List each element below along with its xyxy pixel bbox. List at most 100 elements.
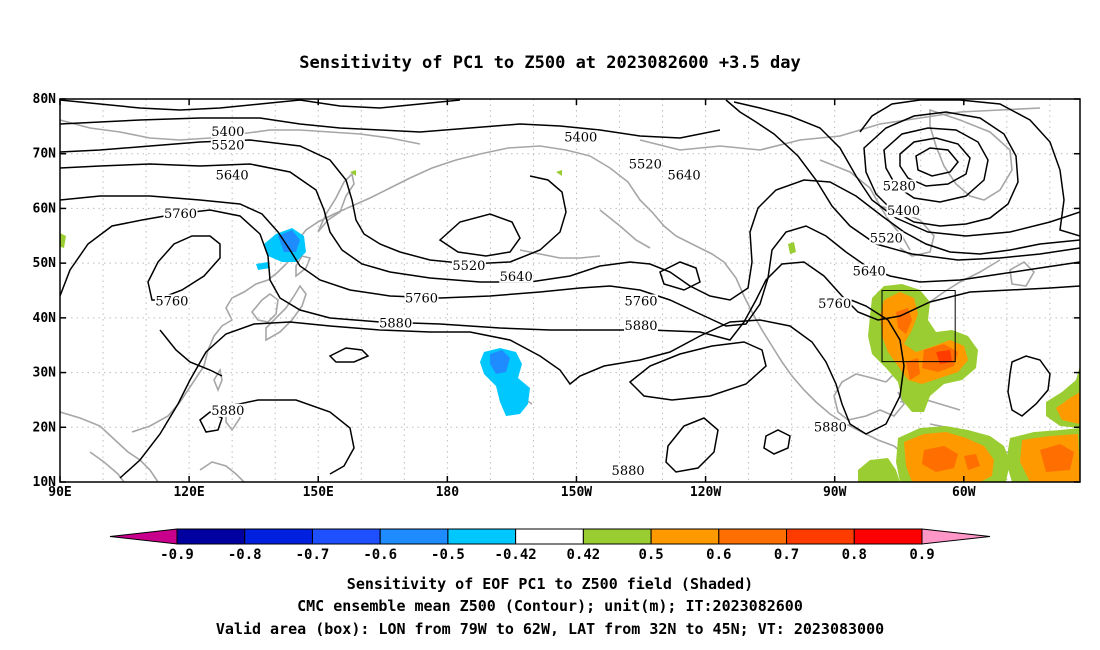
lat-tick-label: 20N — [33, 420, 57, 435]
contour-label: 5640 — [668, 169, 701, 184]
contour-label-bg — [667, 168, 702, 182]
longitude-labels: 90E 120E 150E 180 150W 120W 90W 60W — [48, 99, 976, 500]
lat-tick-label: 80N — [33, 92, 57, 107]
contour-label-bg — [886, 204, 921, 218]
colorbar-segment — [786, 528, 855, 545]
contour-label: 5280 — [883, 180, 916, 195]
contour-label: 5760 — [405, 292, 438, 307]
contour-label: 5640 — [500, 270, 533, 285]
contour-label-bg — [817, 297, 852, 311]
contour-label-bg — [163, 206, 198, 220]
contour-label: 5760 — [818, 297, 851, 312]
lon-tick-label: 60W — [952, 485, 976, 500]
colorbar-label: 0.9 — [909, 547, 934, 563]
map-title: Sensitivity of PC1 to Z500 at 2023082600… — [299, 53, 801, 73]
contour-label: 5520 — [870, 232, 903, 247]
colorbar-segment — [650, 528, 720, 545]
lat-tick-label: 10N — [33, 475, 57, 490]
colorbar-label: -0.7 — [296, 547, 330, 563]
lat-tick-label: 30N — [33, 366, 57, 381]
lat-tick-label: 70N — [33, 147, 57, 162]
contour-label-bg — [869, 231, 904, 245]
graticule — [60, 99, 1080, 482]
lat-tick-label: 40N — [33, 311, 57, 326]
sensitivity-shading — [60, 170, 1080, 482]
contour-label: 5760 — [164, 207, 197, 222]
contour-label: 5640 — [216, 169, 249, 184]
contour-label-bg — [852, 264, 887, 278]
contour-label-bg — [563, 130, 598, 144]
colorbar-label: -0.42 — [495, 547, 537, 563]
contour-label-bg — [404, 291, 439, 305]
caption-line-1: Sensitivity of EOF PC1 to Z500 field (Sh… — [347, 575, 753, 593]
contour-label-bg — [451, 258, 486, 272]
colorbar-high-triangle — [921, 528, 991, 545]
contour-label-bg — [628, 157, 663, 171]
contour-label: 5880 — [379, 316, 412, 331]
colorbar-segment — [582, 528, 652, 545]
contour-label-bg — [378, 316, 413, 330]
contour-label-bg — [611, 464, 646, 478]
lon-tick-label: 150E — [303, 485, 334, 500]
colorbar-segment — [853, 528, 923, 545]
colorbar-segment — [176, 528, 246, 545]
colorbar: -0.9 -0.8 -0.7 -0.6 -0.5 -0.42 0.42 0.5 0.6 0.7 0.… — [109, 528, 991, 563]
lat-tick-label: 50N — [33, 256, 57, 271]
map-frame — [59, 98, 1081, 483]
contour-label: 5880 — [624, 319, 657, 334]
lat-tick-label: 60N — [33, 201, 57, 216]
lon-tick-label: 90W — [823, 485, 847, 500]
colorbar-segment — [311, 528, 381, 545]
contour-label-bg — [882, 179, 917, 193]
colorbar-segment — [244, 528, 313, 545]
colorbar-label: -0.9 — [160, 547, 194, 563]
caption-line-3: Valid area (box): LON from 79W to 62W, L… — [216, 620, 884, 638]
contour-label: 5400 — [211, 125, 244, 140]
contour-label: 5520 — [452, 259, 485, 274]
colorbar-segment — [515, 528, 584, 545]
contour-label: 5520 — [629, 158, 662, 173]
colorbar-label: 0.8 — [842, 547, 867, 563]
contour-label-bg — [210, 138, 245, 152]
lon-tick-label: 180 — [436, 485, 460, 500]
colorbar-label: 0.5 — [638, 547, 663, 563]
map-area: 5400552056405760576058805400552056405760… — [60, 99, 1080, 482]
contour-label: 5880 — [814, 420, 847, 435]
latitude-labels: 80N 70N 60N 50N 40N 30N 20N 10N — [33, 92, 1080, 490]
colorbar-label: 0.6 — [706, 547, 731, 563]
colorbar-low-triangle — [109, 528, 178, 545]
coastlines — [60, 107, 1080, 482]
valid-area-box — [881, 290, 956, 363]
contour-label-bg — [499, 269, 534, 283]
contour-label-bg — [210, 124, 245, 138]
colorbar-label: -0.6 — [363, 547, 397, 563]
contour-label-bg — [813, 420, 848, 434]
contour-label-bg — [215, 168, 250, 182]
contour-labels: 5400552056405760576058805400552056405760… — [154, 124, 921, 479]
lon-tick-label: 120E — [173, 485, 204, 500]
contour-label: 5880 — [211, 404, 244, 419]
z500-contours — [60, 99, 1080, 479]
colorbar-label: -0.8 — [228, 547, 262, 563]
colorbar-label: 0.7 — [774, 547, 799, 563]
lon-tick-label: 90E — [48, 485, 71, 500]
contour-label: 5520 — [211, 139, 244, 154]
contour-label-bg — [624, 319, 659, 333]
caption-line-2: CMC ensemble mean Z500 (Contour); unit(m… — [297, 597, 803, 615]
contour-label: 5400 — [564, 130, 597, 145]
contour-label-bg — [210, 403, 245, 417]
colorbar-label: 0.42 — [567, 547, 601, 563]
colorbar-segment — [447, 528, 517, 545]
contour-label-bg — [624, 294, 659, 308]
contour-label: 5760 — [624, 294, 657, 309]
contour-label: 5400 — [887, 204, 920, 219]
contour-label-bg — [154, 294, 189, 308]
contour-label: 5640 — [853, 264, 886, 279]
colorbar-label: -0.5 — [431, 547, 465, 563]
colorbar-segment — [379, 528, 449, 545]
lon-tick-label: 150W — [561, 485, 592, 500]
colorbar-segment — [718, 528, 788, 545]
lon-tick-label: 120W — [690, 485, 721, 500]
contour-label: 5880 — [612, 464, 645, 479]
